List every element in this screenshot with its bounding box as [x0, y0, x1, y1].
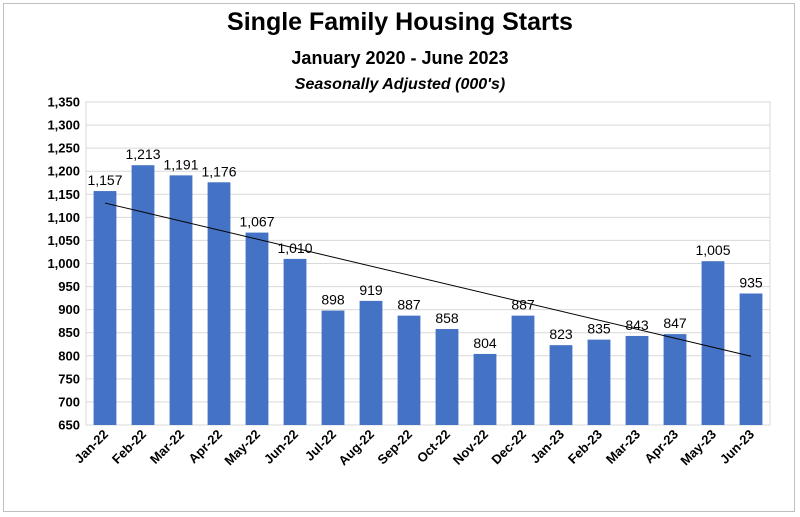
bar: [435, 329, 459, 425]
x-tick-label: Dec-22: [488, 427, 529, 468]
x-tick-label: Nov-22: [450, 427, 491, 468]
plot-area: [85, 101, 771, 426]
bar: [625, 335, 649, 425]
data-label: 804: [473, 335, 497, 351]
y-tick-label: 1,100: [47, 210, 80, 225]
x-tick-label: Feb-23: [565, 427, 605, 467]
x-tick-label: May-22: [221, 427, 263, 469]
y-tick-label: 650: [58, 418, 80, 433]
data-label: 858: [435, 310, 459, 326]
y-tick-label: 1,000: [47, 256, 80, 271]
x-tick-label: Aug-22: [335, 427, 377, 469]
x-tick-label: Mar-23: [603, 427, 643, 467]
bar: [207, 182, 231, 425]
y-tick-label: 900: [58, 302, 80, 317]
data-label: 823: [549, 326, 573, 342]
bar: [587, 339, 611, 425]
data-label: 835: [587, 321, 611, 337]
data-label: 887: [397, 297, 421, 313]
bar: [549, 345, 573, 425]
x-tick-label: Jul-22: [302, 427, 339, 464]
bar: [245, 232, 269, 425]
x-tick-label: Mar-22: [147, 427, 187, 467]
bar: [359, 300, 383, 425]
chart-subtitle: January 2020 - June 2023: [291, 48, 509, 68]
y-tick-label: 850: [58, 325, 80, 340]
y-tick-label: 700: [58, 394, 80, 409]
bar: [93, 191, 117, 425]
y-tick-label: 1,200: [47, 164, 80, 179]
x-tick-label: Apr-22: [185, 427, 225, 467]
bar: [321, 310, 345, 425]
x-tick-label: Feb-22: [109, 427, 149, 467]
bar: [701, 261, 725, 425]
bar: [739, 293, 763, 425]
bar: [397, 315, 421, 425]
bar: [131, 165, 155, 426]
x-tick-label: Sep-22: [374, 427, 415, 468]
y-tick-label: 950: [58, 279, 80, 294]
y-tick-label: 1,250: [47, 141, 80, 156]
x-tick-label: Jun-23: [717, 427, 757, 467]
bar: [663, 334, 687, 425]
bar: [283, 258, 307, 425]
bar: [511, 315, 535, 425]
data-label: 1,176: [201, 163, 236, 179]
data-label: 1,005: [695, 242, 730, 258]
chart-subtitle-units: Seasonally Adjusted (000's): [294, 76, 506, 93]
x-tick-label: Apr-23: [641, 427, 681, 467]
x-tick-label: Jun-22: [261, 427, 301, 467]
y-tick-label: 1,350: [47, 95, 80, 110]
data-label: 1,157: [87, 172, 122, 188]
data-label: 847: [663, 315, 687, 331]
chart-title: Single Family Housing Starts: [227, 8, 573, 36]
data-label: 843: [625, 317, 649, 333]
data-label: 919: [359, 282, 383, 298]
y-tick-label: 1,300: [47, 118, 80, 133]
bar: [169, 175, 193, 425]
y-tick-label: 750: [58, 371, 80, 386]
data-label: 1,067: [239, 214, 274, 230]
x-tick-label: Jan-23: [527, 427, 567, 467]
data-label: 1,191: [163, 156, 198, 172]
data-label: 1,213: [125, 146, 160, 162]
data-label: 898: [321, 292, 345, 308]
data-label: 935: [739, 274, 763, 290]
x-tick-label: Oct-22: [414, 427, 453, 466]
y-tick-label: 800: [58, 348, 80, 363]
bar: [473, 353, 497, 425]
y-tick-label: 1,050: [47, 233, 80, 248]
trendline: [104, 202, 752, 357]
y-tick-label: 1,150: [47, 187, 80, 202]
x-tick-label: May-23: [677, 427, 719, 469]
